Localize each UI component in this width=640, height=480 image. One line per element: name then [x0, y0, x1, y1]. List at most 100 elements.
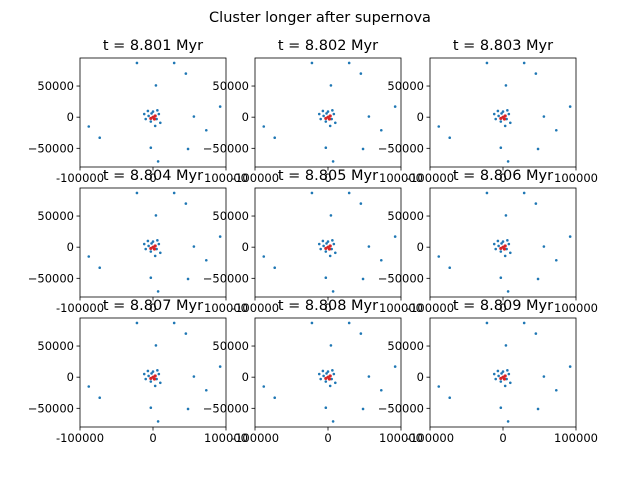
- star-point-23: [500, 242, 503, 245]
- star-point-22: [503, 254, 507, 258]
- star-point-12: [506, 290, 510, 293]
- subplot-3: -100000 0 100000 −50000 0 50000 t = 8.803 Myr: [378, 38, 598, 185]
- star-point-5: [568, 235, 572, 238]
- star-point-22: [153, 254, 157, 258]
- x-tick-label: 100000: [554, 431, 598, 445]
- star-point-12: [156, 420, 160, 423]
- star-point-3: [184, 202, 188, 205]
- panel-title: t = 8.804 Myr: [103, 168, 203, 184]
- star-point-3: [534, 72, 538, 75]
- x-tick-label: 0: [324, 171, 331, 185]
- star-point-4: [329, 344, 333, 347]
- star-point-23: [325, 372, 328, 375]
- star-point-6: [192, 115, 196, 118]
- star-point-4: [329, 84, 333, 87]
- star-point-4: [504, 344, 508, 347]
- star-point-12: [156, 290, 160, 293]
- y-tick-label: −50000: [28, 401, 74, 415]
- y-tick-label: 50000: [387, 339, 424, 353]
- remnant-point-4: [502, 247, 507, 251]
- star-point-16: [149, 250, 153, 253]
- star-point-23: [500, 372, 503, 375]
- x-tick-label: 0: [499, 301, 506, 315]
- star-point-17: [334, 381, 337, 385]
- star-point-8: [204, 258, 208, 262]
- star-point-7: [262, 255, 266, 258]
- star-point-8: [204, 388, 208, 392]
- y-tick-label: 0: [67, 110, 74, 124]
- star-point-13: [496, 109, 500, 113]
- star-point-1: [310, 321, 314, 325]
- star-point-13: [321, 109, 325, 113]
- star-point-24: [331, 369, 334, 372]
- remnant-point-2: [328, 114, 332, 118]
- star-point-8: [379, 128, 383, 132]
- star-point-22: [328, 254, 332, 258]
- star-point-5: [568, 105, 572, 108]
- subplot-8: -100000 0 100000 −50000 0 50000 t = 8.808 Myr: [203, 298, 423, 445]
- y-tick-label: −50000: [28, 141, 74, 155]
- star-point-3: [534, 332, 538, 335]
- star-point-20: [501, 240, 505, 243]
- star-point-20: [151, 240, 155, 243]
- star-point-8: [554, 388, 558, 392]
- star-point-11: [186, 147, 190, 151]
- star-point-9: [448, 396, 452, 400]
- star-point-10: [149, 406, 153, 409]
- star-point-5: [218, 235, 222, 238]
- star-point-17: [334, 251, 337, 255]
- star-point-14: [332, 112, 336, 116]
- remnant-point-2: [503, 114, 507, 118]
- star-point-14: [507, 372, 511, 376]
- star-point-12: [156, 160, 160, 163]
- y-tick-label: 50000: [212, 339, 249, 353]
- star-point-13: [146, 239, 150, 243]
- star-point-21: [317, 242, 321, 246]
- x-tick-label: 100000: [204, 301, 248, 315]
- star-point-11: [186, 277, 190, 281]
- remnant-point-2: [328, 244, 332, 248]
- star-point-4: [504, 214, 508, 217]
- star-point-22: [503, 384, 507, 388]
- star-point-1: [135, 191, 139, 195]
- remnant-point-3: [499, 116, 503, 121]
- star-point-20: [326, 110, 330, 113]
- panel-title: t = 8.806 Myr: [453, 168, 553, 184]
- star-point-3: [359, 202, 363, 205]
- star-point-5: [218, 105, 222, 108]
- x-tick-label: -100000: [56, 431, 104, 445]
- star-point-20: [326, 370, 330, 373]
- star-point-6: [542, 375, 546, 378]
- star-point-16: [499, 380, 503, 383]
- star-point-18: [497, 114, 500, 118]
- y-tick-label: 50000: [37, 209, 74, 223]
- remnant-point-2: [153, 374, 157, 378]
- star-point-6: [367, 245, 371, 248]
- star-point-10: [324, 146, 328, 149]
- star-point-15: [144, 377, 147, 381]
- star-point-16: [324, 250, 328, 253]
- star-point-3: [359, 332, 363, 335]
- y-tick-label: −50000: [203, 141, 249, 155]
- star-point-20: [151, 110, 155, 113]
- panel-title: t = 8.803 Myr: [453, 38, 553, 54]
- star-point-2: [347, 61, 351, 65]
- star-point-8: [554, 128, 558, 132]
- star-point-18: [322, 114, 325, 118]
- star-point-14: [157, 242, 161, 246]
- star-point-21: [142, 372, 146, 376]
- star-point-15: [494, 377, 498, 381]
- remnant-point-3: [149, 116, 153, 121]
- star-point-1: [135, 61, 139, 65]
- x-tick-label: 100000: [379, 431, 423, 445]
- star-point-19: [505, 117, 508, 121]
- panel-title: t = 8.808 Myr: [278, 298, 378, 314]
- star-point-23: [150, 112, 153, 115]
- star-point-23: [150, 372, 153, 375]
- star-point-18: [322, 374, 325, 378]
- remnant-point-3: [324, 246, 328, 251]
- y-tick-label: 0: [417, 370, 424, 384]
- star-point-2: [347, 191, 351, 195]
- star-point-23: [325, 242, 328, 245]
